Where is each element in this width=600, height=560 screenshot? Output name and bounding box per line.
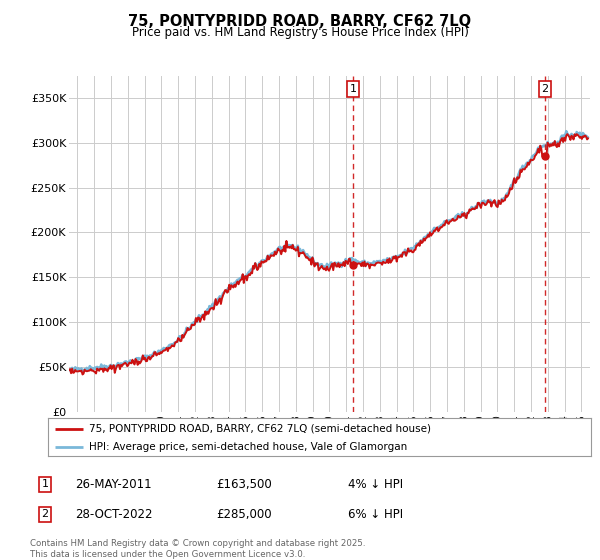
Text: Contains HM Land Registry data © Crown copyright and database right 2025.
This d: Contains HM Land Registry data © Crown c… — [30, 539, 365, 559]
Text: 75, PONTYPRIDD ROAD, BARRY, CF62 7LQ: 75, PONTYPRIDD ROAD, BARRY, CF62 7LQ — [128, 14, 472, 29]
Text: 4% ↓ HPI: 4% ↓ HPI — [348, 478, 403, 491]
Text: 2: 2 — [41, 509, 49, 519]
Text: 26-MAY-2011: 26-MAY-2011 — [75, 478, 152, 491]
Text: £163,500: £163,500 — [216, 478, 272, 491]
Text: 2: 2 — [541, 84, 548, 94]
Text: 28-OCT-2022: 28-OCT-2022 — [75, 507, 152, 521]
Text: Price paid vs. HM Land Registry's House Price Index (HPI): Price paid vs. HM Land Registry's House … — [131, 26, 469, 39]
Text: 1: 1 — [349, 84, 356, 94]
Text: 6% ↓ HPI: 6% ↓ HPI — [348, 507, 403, 521]
Text: £285,000: £285,000 — [216, 507, 272, 521]
Text: 75, PONTYPRIDD ROAD, BARRY, CF62 7LQ (semi-detached house): 75, PONTYPRIDD ROAD, BARRY, CF62 7LQ (se… — [89, 423, 431, 433]
Text: HPI: Average price, semi-detached house, Vale of Glamorgan: HPI: Average price, semi-detached house,… — [89, 442, 407, 452]
Text: 1: 1 — [41, 479, 49, 489]
